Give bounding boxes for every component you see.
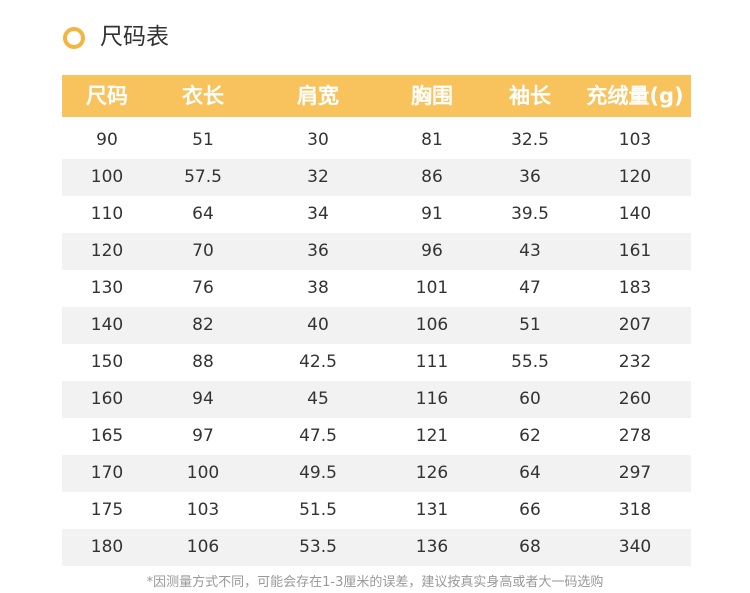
table-cell: 47.5 — [299, 426, 337, 446]
header-cell: 充绒量(g) — [586, 84, 684, 108]
header-cell: 袖长 — [509, 84, 551, 108]
table-cell: 100 — [90, 167, 124, 187]
table-cell: 49.5 — [299, 463, 337, 483]
table-cell: 76 — [192, 278, 214, 298]
header-cell: 衣长 — [182, 84, 224, 108]
table-cell: 106 — [186, 537, 220, 557]
header-cell: 胸围 — [411, 84, 453, 108]
table-cell: 38 — [307, 278, 329, 298]
table-cell: 180 — [90, 537, 124, 557]
table-cell: 32.5 — [511, 130, 549, 150]
table-cell: 318 — [618, 500, 652, 520]
table-cell: 66 — [519, 500, 541, 520]
table-cell: 36 — [307, 241, 329, 261]
table-cell: 62 — [519, 426, 541, 446]
table-cell: 121 — [415, 426, 449, 446]
table-cell: 30 — [307, 130, 329, 150]
table-cell: 94 — [192, 389, 214, 409]
table-cell: 297 — [618, 463, 652, 483]
row-stripe — [62, 455, 691, 492]
table-cell: 161 — [618, 241, 652, 261]
table-cell: 136 — [415, 537, 449, 557]
table-cell: 116 — [415, 389, 449, 409]
table-cell: 53.5 — [299, 537, 337, 557]
header-cell: 肩宽 — [297, 84, 339, 108]
table-cell: 165 — [90, 426, 124, 446]
table-cell: 96 — [421, 241, 443, 261]
table-cell: 88 — [192, 352, 214, 372]
row-stripe — [62, 381, 691, 418]
table-cell: 101 — [415, 278, 449, 298]
table-cell: 45 — [307, 389, 329, 409]
table-cell: 36 — [519, 167, 541, 187]
table-cell: 57.5 — [184, 167, 222, 187]
table-cell: 68 — [519, 537, 541, 557]
table-cell: 51 — [192, 130, 214, 150]
table-cell: 60 — [519, 389, 541, 409]
title: 尺码表 — [100, 24, 169, 50]
table-cell: 103 — [186, 500, 220, 520]
table-cell: 106 — [415, 315, 449, 335]
table-cell: 110 — [90, 204, 124, 224]
row-stripe — [62, 233, 691, 270]
table-cell: 160 — [90, 389, 124, 409]
table-cell: 111 — [415, 352, 449, 372]
table-cell: 82 — [192, 315, 214, 335]
table-cell: 42.5 — [299, 352, 337, 372]
table-cell: 340 — [618, 537, 652, 557]
table-cell: 91 — [421, 204, 443, 224]
table-cell: 81 — [421, 130, 443, 150]
table-cell: 47 — [519, 278, 541, 298]
table-cell: 126 — [415, 463, 449, 483]
table-cell: 64 — [519, 463, 541, 483]
table-cell: 260 — [618, 389, 652, 409]
table-cell: 64 — [192, 204, 214, 224]
header-bar — [62, 75, 691, 117]
table-cell: 232 — [618, 352, 652, 372]
table-cell: 120 — [618, 167, 652, 187]
table-cell: 34 — [307, 204, 329, 224]
row-stripe — [62, 159, 691, 196]
table-cell: 51.5 — [299, 500, 337, 520]
table-cell: 86 — [421, 167, 443, 187]
table-cell: 183 — [618, 278, 652, 298]
table-cell: 90 — [96, 130, 118, 150]
table-cell: 140 — [618, 204, 652, 224]
table-cell: 97 — [192, 426, 214, 446]
table-cell: 51 — [519, 315, 541, 335]
row-stripe — [62, 307, 691, 344]
table-cell: 100 — [186, 463, 220, 483]
table-cell: 130 — [90, 278, 124, 298]
footnote: *因测量方式不同，可能会存在1-3厘米的误差，建议按真实身高或者大一码选购 — [146, 575, 604, 590]
table-cell: 278 — [618, 426, 652, 446]
table-cell: 40 — [307, 315, 329, 335]
header-cell: 尺码 — [86, 84, 128, 108]
table-cell: 120 — [90, 241, 124, 261]
table-cell: 43 — [519, 241, 541, 261]
table-cell: 175 — [90, 500, 124, 520]
table-cell: 150 — [90, 352, 124, 372]
table-cell: 207 — [618, 315, 652, 335]
table-cell: 39.5 — [511, 204, 549, 224]
table-cell: 55.5 — [511, 352, 549, 372]
table-cell: 32 — [307, 167, 329, 187]
row-stripe — [62, 529, 691, 566]
table-cell: 103 — [618, 130, 652, 150]
table-cell: 170 — [90, 463, 124, 483]
table-cell: 131 — [415, 500, 449, 520]
title-icon — [63, 27, 85, 49]
table-cell: 70 — [192, 241, 214, 261]
table-cell: 140 — [90, 315, 124, 335]
